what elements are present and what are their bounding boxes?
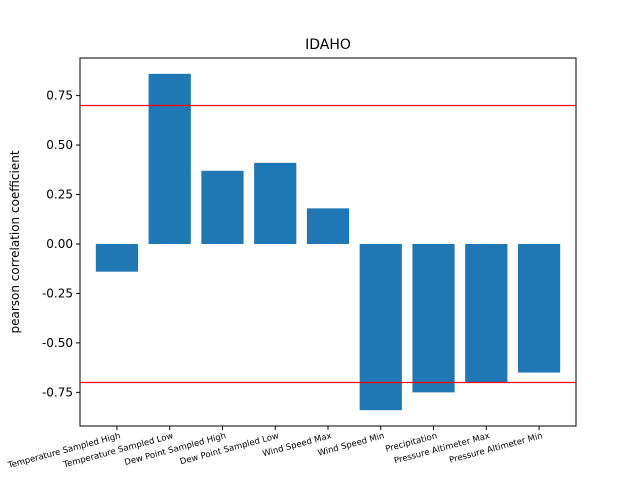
y-axis-label: pearson correlation coefficient [8, 150, 22, 333]
y-tick-label-4: 0.25 [46, 188, 73, 202]
y-tick-label-1: -0.50 [42, 336, 73, 350]
y-tick-label-2: -0.25 [42, 286, 73, 300]
y-tick-label-5: 0.50 [46, 138, 73, 152]
bar-3 [254, 162, 297, 244]
y-axis: -0.75 -0.50 -0.25 0.00 0.25 0.50 0.75 [42, 89, 80, 399]
y-tick-label-0: -0.75 [42, 385, 73, 399]
bars-group [95, 73, 561, 411]
bar-1 [148, 73, 191, 244]
bar-0 [95, 243, 139, 272]
x-tick-label-8: Pressure Altimeter Min [448, 431, 544, 466]
bar-8 [517, 243, 561, 373]
y-tick-label-6: 0.75 [46, 89, 73, 103]
y-tick-label-3: 0.00 [46, 237, 73, 251]
bar-2 [201, 170, 244, 244]
chart-title: IDAHO [305, 37, 351, 53]
bar-4 [306, 208, 350, 244]
reference-lines-group [80, 104, 576, 384]
bar-5 [359, 243, 402, 411]
bar-6 [412, 243, 455, 393]
bar-7 [465, 243, 508, 383]
